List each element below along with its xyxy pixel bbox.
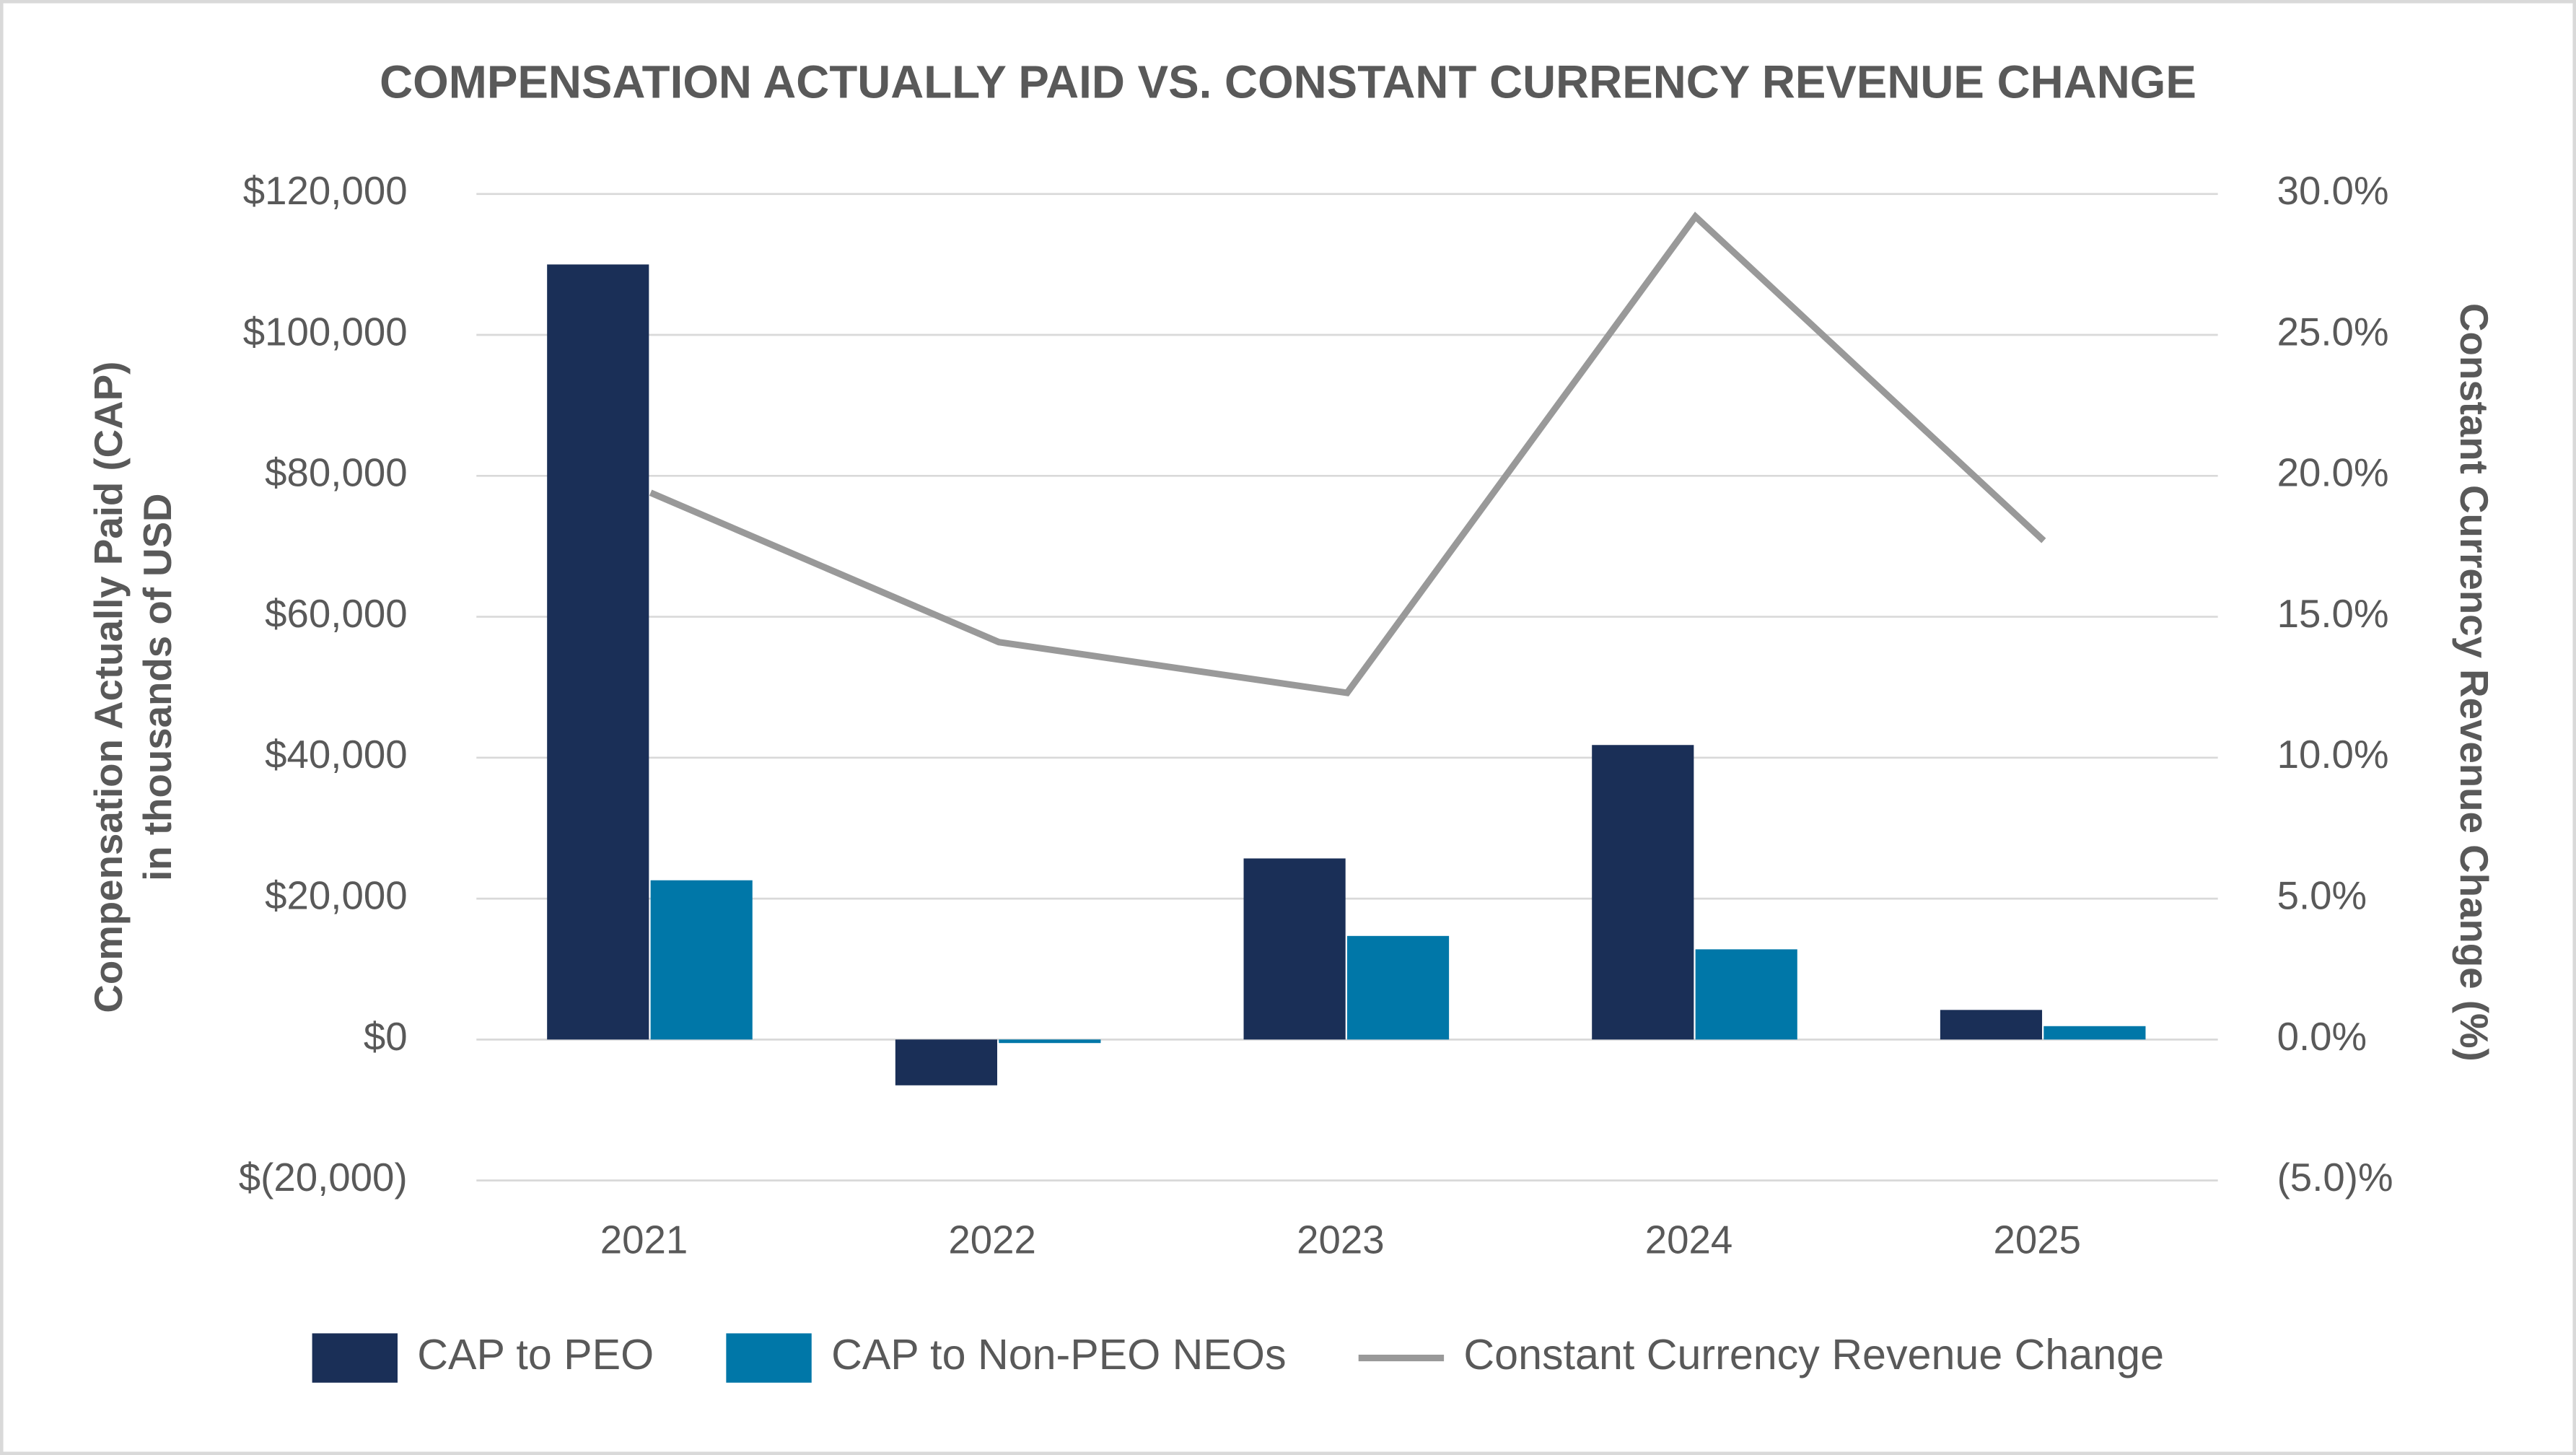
x-tick-label: 2021 <box>600 1218 688 1262</box>
bar <box>999 1039 1101 1044</box>
legend-swatch <box>726 1333 812 1383</box>
bar <box>1243 858 1346 1040</box>
x-tick-label: 2022 <box>948 1218 1036 1262</box>
chart-title: COMPENSATION ACTUALLY PAID VS. CONSTANT … <box>380 56 2196 108</box>
bar <box>895 1039 998 1085</box>
legend-label: CAP to Non-PEO NEOs <box>831 1330 1286 1378</box>
y2-tick-label: 30.0% <box>2277 169 2389 213</box>
y-tick-label: $0 <box>364 1015 408 1059</box>
y-tick-label: $(20,000) <box>239 1155 408 1200</box>
legend-swatch <box>312 1333 398 1383</box>
y-tick-label: $20,000 <box>265 873 407 917</box>
y-tick-label: $40,000 <box>265 733 407 777</box>
y2-tick-label: 5.0% <box>2277 873 2367 917</box>
y2-tick-label: 20.0% <box>2277 451 2389 495</box>
y-tick-label: $120,000 <box>243 169 408 213</box>
y2-tick-label: 15.0% <box>2277 592 2389 636</box>
y2-tick-label: 10.0% <box>2277 733 2389 777</box>
y2-tick-label: 25.0% <box>2277 310 2389 354</box>
bar <box>650 880 753 1040</box>
line-series <box>649 211 2046 696</box>
bar <box>1592 745 1694 1040</box>
y-tick-label: $60,000 <box>265 592 407 636</box>
bar <box>1346 935 1450 1040</box>
bar <box>2043 1026 2146 1040</box>
bar <box>547 264 649 1040</box>
y-tick-label: $80,000 <box>265 451 407 495</box>
x-tick-label: 2025 <box>1993 1218 2081 1262</box>
bar <box>1940 1010 2043 1040</box>
x-tick-label: 2023 <box>1297 1218 1385 1262</box>
y2-tick-label: 0.0% <box>2277 1015 2367 1059</box>
x-tick-label: 2024 <box>1645 1218 1733 1262</box>
y-tick-label: $100,000 <box>243 310 408 354</box>
y2-tick-label: (5.0)% <box>2277 1155 2393 1200</box>
bar <box>1695 949 1797 1040</box>
y2-axis-title: Constant Currency Revenue Change (%) <box>2452 303 2496 1062</box>
y-axis-title: Compensation Actually Paid (CAP) in thous… <box>87 362 180 1013</box>
legend-label: CAP to PEO <box>417 1330 654 1378</box>
legend-label: Constant Currency Revenue Change <box>1463 1330 2164 1378</box>
